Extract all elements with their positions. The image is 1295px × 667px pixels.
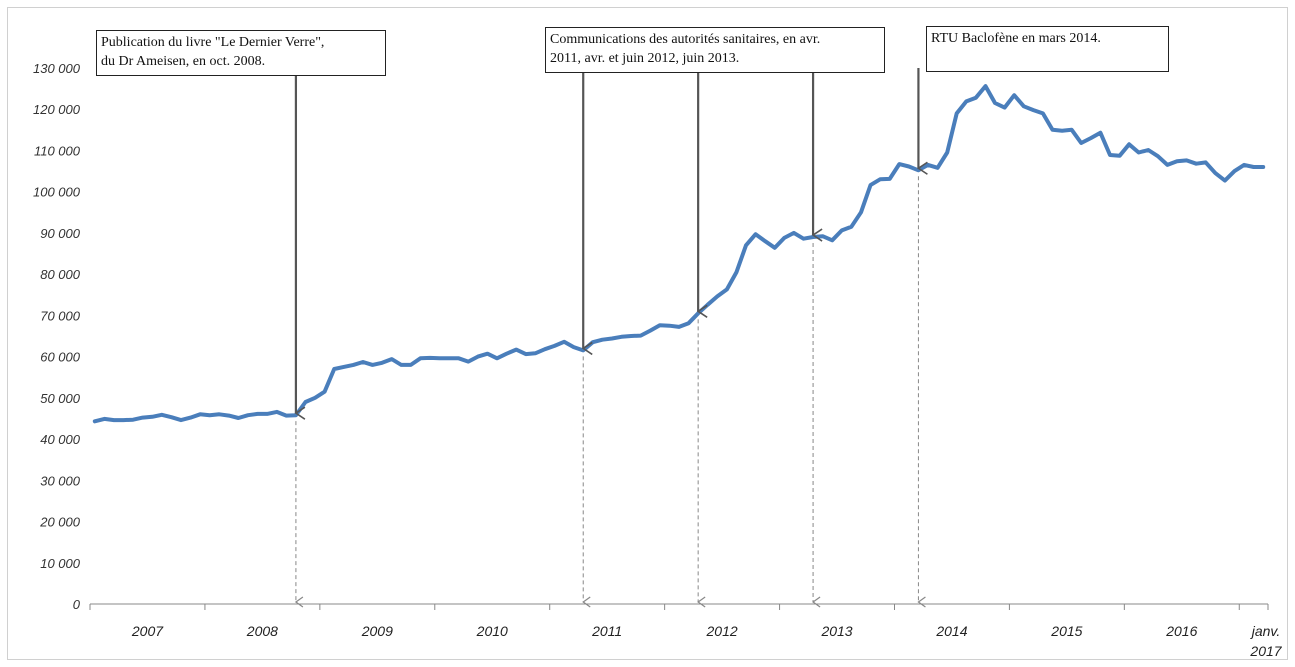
x-tick-label: 2016 [1165,623,1197,639]
x-tick-label: 2008 [246,623,278,639]
x-tick-label: janv. [1250,623,1281,639]
y-tick-label: 10 000 [40,556,81,571]
y-tick-label: 30 000 [40,473,81,488]
y-tick-label: 130 000 [33,61,81,76]
y-tick-label: 80 000 [40,267,81,282]
x-tick-label: 2015 [1050,623,1082,639]
x-tick-label: 2007 [131,623,164,639]
annotation-box: Publication du livre "Le Dernier Verre",… [96,30,386,76]
y-tick-label: 70 000 [40,308,81,323]
annotation-text: du Dr Ameisen, en oct. 2008. [101,54,266,69]
x-tick-label: 2012 [706,623,738,639]
y-tick-label: 40 000 [40,432,81,447]
annotation-text: Publication du livre "Le Dernier Verre", [101,35,325,50]
y-tick-label: 120 000 [33,102,81,117]
y-tick-label: 0 [73,597,81,612]
y-tick-label: 60 000 [40,350,81,365]
series-line [92,84,1266,424]
y-tick-label: 90 000 [40,226,81,241]
x-tick-label: 2010 [476,623,508,639]
annotation-text: 2011, avr. et juin 2012, juin 2013. [550,51,740,66]
y-tick-label: 100 000 [33,185,81,200]
y-tick-label: 50 000 [40,391,81,406]
x-tick-label: 2011 [591,623,622,639]
annotation-text: Communications des autorités sanitaires,… [550,32,821,47]
x-tick-label: 2014 [935,623,967,639]
annotation-box: Communications des autorités sanitaires,… [545,27,885,73]
annotation-box: RTU Baclofène en mars 2014. [926,26,1169,72]
x-tick-label: 2009 [361,623,393,639]
annotation-text: RTU Baclofène en mars 2014. [931,31,1101,46]
x-tick-label: 2013 [820,623,852,639]
y-tick-label: 110 000 [34,143,81,158]
y-tick-label: 20 000 [39,515,81,530]
x-tick-label-line2: 2017 [1249,643,1282,659]
